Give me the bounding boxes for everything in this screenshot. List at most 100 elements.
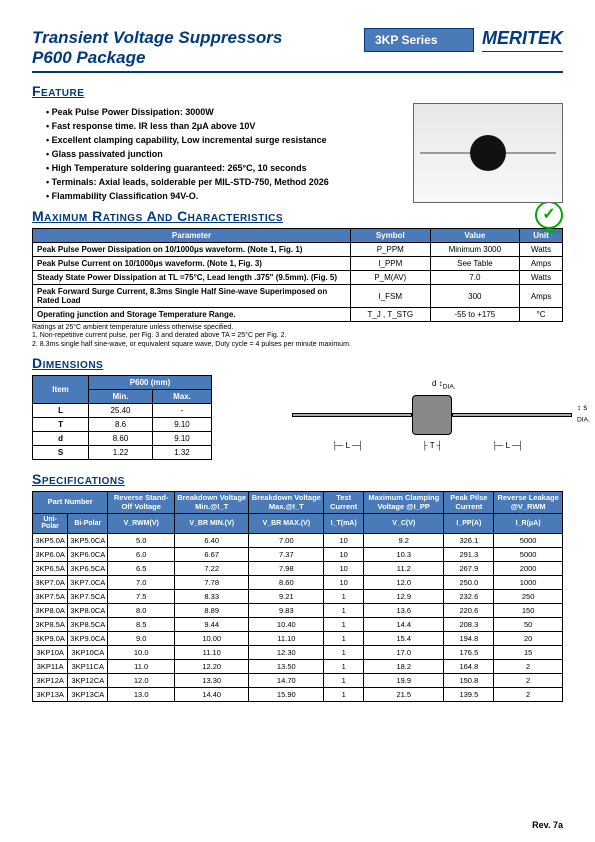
diagram-lead-right bbox=[452, 413, 572, 417]
ratings-cell: Watts bbox=[520, 271, 563, 285]
specs-cell: 8.0 bbox=[108, 604, 175, 618]
ratings-cell: 7.0 bbox=[430, 271, 520, 285]
specs-cell: 12.30 bbox=[249, 646, 324, 660]
specs-cell: 1 bbox=[324, 632, 364, 646]
footer-revision: Rev. 7a bbox=[532, 820, 563, 830]
specs-top-header: Reverse Leakage @V_RWM bbox=[494, 492, 563, 514]
dimension-cell: 25.40 bbox=[89, 404, 153, 418]
specs-cell: 3KP10CA bbox=[68, 646, 108, 660]
specs-cell: 3KP8.0A bbox=[33, 604, 68, 618]
specs-table: Part NumberReverse Stand-Off VoltageBrea… bbox=[32, 491, 563, 702]
specs-cell: 1 bbox=[324, 618, 364, 632]
product-image bbox=[413, 103, 563, 203]
specs-cell: 14.40 bbox=[175, 688, 249, 702]
feature-row: Peak Pulse Power Dissipation: 3000WFast … bbox=[32, 103, 563, 205]
diagram-label-T: ├ T ┤ bbox=[422, 441, 442, 450]
specs-cell: 3KP13CA bbox=[68, 688, 108, 702]
specs-cell: 10.3 bbox=[364, 548, 444, 562]
dimension-cell: 9.10 bbox=[152, 418, 211, 432]
specs-row: 3KP8.5A3KP8.5CA8.59.4410.40114.4208.350 bbox=[33, 618, 563, 632]
specs-cell: 12.9 bbox=[364, 590, 444, 604]
page-header: Transient Voltage Suppressors P600 Packa… bbox=[32, 28, 563, 67]
specs-cell: 21.5 bbox=[364, 688, 444, 702]
ratings-cell: T_J , T_STG bbox=[351, 308, 431, 322]
specs-cell: 10 bbox=[324, 562, 364, 576]
feature-item: Fast response time. IR less than 2μA abo… bbox=[46, 121, 401, 131]
dimension-cell: d bbox=[33, 432, 89, 446]
specs-sub-header: I_R(μA) bbox=[494, 513, 563, 533]
specs-cell: 1 bbox=[324, 646, 364, 660]
specs-sub-header: V_C(V) bbox=[364, 513, 444, 533]
specs-cell: 194.8 bbox=[444, 632, 494, 646]
specs-top-header: Reverse Stand-Off Voltage bbox=[108, 492, 175, 514]
diode-lead-right bbox=[506, 152, 556, 154]
specs-cell: 11.0 bbox=[108, 660, 175, 674]
specs-cell: 7.0 bbox=[108, 576, 175, 590]
specs-cell: 1 bbox=[324, 604, 364, 618]
specs-cell: 326.1 bbox=[444, 534, 494, 548]
specs-cell: 3KP10A bbox=[33, 646, 68, 660]
specs-top-header: Part Number bbox=[33, 492, 108, 514]
specs-cell: 3KP12CA bbox=[68, 674, 108, 688]
specs-cell: 7.98 bbox=[249, 562, 324, 576]
specs-cell: 1 bbox=[324, 590, 364, 604]
specs-cell: 150.8 bbox=[444, 674, 494, 688]
specs-sub-header: V_RWM(V) bbox=[108, 513, 175, 533]
specs-cell: 12.0 bbox=[108, 674, 175, 688]
header-divider bbox=[32, 71, 563, 73]
diagram-label-d: d ↕DIA. bbox=[432, 379, 456, 391]
specs-cell: 9.2 bbox=[364, 534, 444, 548]
specs-cell: 6.40 bbox=[175, 534, 249, 548]
dimension-cell: 1.22 bbox=[89, 446, 153, 460]
specs-cell: 291.3 bbox=[444, 548, 494, 562]
ratings-row: Peak Pulse Current on 10/1000μs waveform… bbox=[33, 257, 563, 271]
specs-cell: 10 bbox=[324, 548, 364, 562]
specs-cell: 3KP7.5A bbox=[33, 590, 68, 604]
specs-cell: 5000 bbox=[494, 548, 563, 562]
specs-cell: 10.40 bbox=[249, 618, 324, 632]
ratings-cell: I_FSM bbox=[351, 285, 431, 308]
diagram-label-s: ↕ sDIA. bbox=[577, 403, 590, 424]
specs-cell: 3KP8.5A bbox=[33, 618, 68, 632]
specs-top-header: Peak Pilse Current bbox=[444, 492, 494, 514]
section-ratings-heading: Maximum Ratings And Characteristics bbox=[32, 208, 563, 224]
diagram-body bbox=[412, 395, 452, 435]
diagram-label-L2: ├─ L ─┤ bbox=[492, 441, 523, 450]
specs-cell: 3KP9.0A bbox=[33, 632, 68, 646]
specs-cell: 13.0 bbox=[108, 688, 175, 702]
specs-row: 3KP7.0A3KP7.0CA7.07.788.601012.0250.0100… bbox=[33, 576, 563, 590]
specs-cell: 8.5 bbox=[108, 618, 175, 632]
specs-cell: 10.00 bbox=[175, 632, 249, 646]
ratings-table: ParameterSymbolValueUnit Peak Pulse Powe… bbox=[32, 228, 563, 322]
specs-cell: 18.2 bbox=[364, 660, 444, 674]
specs-top-header: Breakdown Voltage Min.@I_T bbox=[175, 492, 249, 514]
ratings-cell: Watts bbox=[520, 243, 563, 257]
ratings-row: Peak Forward Surge Current, 8.3ms Single… bbox=[33, 285, 563, 308]
specs-cell: 15 bbox=[494, 646, 563, 660]
feature-item: Excellent clamping capability, Low incre… bbox=[46, 135, 401, 145]
specs-cell: 7.37 bbox=[249, 548, 324, 562]
section-specs-heading: Specifications bbox=[32, 471, 563, 487]
specs-cell: 176.5 bbox=[444, 646, 494, 660]
feature-item: High Temperature soldering guaranteed: 2… bbox=[46, 163, 401, 173]
specs-sub-header: V_BR MAX.(V) bbox=[249, 513, 324, 533]
dimension-cell: 9.10 bbox=[152, 432, 211, 446]
specs-cell: 14.70 bbox=[249, 674, 324, 688]
specs-cell: 250 bbox=[494, 590, 563, 604]
ratings-header: Symbol bbox=[351, 229, 431, 243]
specs-cell: 250.0 bbox=[444, 576, 494, 590]
specs-cell: 9.0 bbox=[108, 632, 175, 646]
specs-cell: 3KP9.0CA bbox=[68, 632, 108, 646]
dimensions-table: Item P600 (mm) Min. Max. L25.40-T8.69.10… bbox=[32, 375, 212, 460]
specs-top-header: Breakdown Voltage Max.@I_T bbox=[249, 492, 324, 514]
brand-logo: MERITEK bbox=[482, 28, 563, 52]
specs-cell: 11.2 bbox=[364, 562, 444, 576]
specs-row: 3KP6.0A3KP6.0CA6.06.677.371010.3291.3500… bbox=[33, 548, 563, 562]
dimension-cell: T bbox=[33, 418, 89, 432]
features-list: Peak Pulse Power Dissipation: 3000WFast … bbox=[32, 103, 401, 205]
rohs-check-icon: ✓ bbox=[535, 201, 563, 229]
specs-cell: 20 bbox=[494, 632, 563, 646]
specs-cell: 3KP8.5CA bbox=[68, 618, 108, 632]
specs-cell: 3KP12A bbox=[33, 674, 68, 688]
diagram-label-L1: ├─ L ─┤ bbox=[332, 441, 363, 450]
